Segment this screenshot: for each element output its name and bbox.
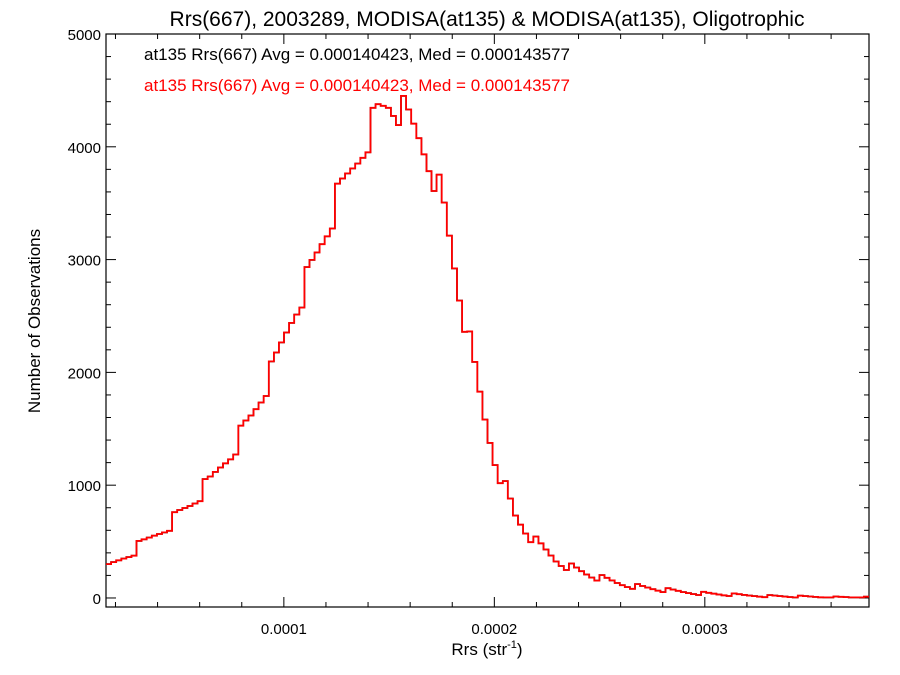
- x-axis-label: Rrs (str-1): [451, 639, 522, 659]
- x-axis-label-superscript: -1: [507, 639, 517, 651]
- axis-tick-labels: 0.0001 0.0002 0.0003 0 1000 2000 3000 4000 5000: [68, 27, 728, 638]
- series-black-histogram: [106, 95, 869, 599]
- y-tick-label: 4000: [68, 140, 101, 157]
- y-tick-label: 3000: [68, 253, 101, 270]
- y-tick-label: 2000: [68, 365, 101, 382]
- x-tick-label: 0.0001: [261, 621, 307, 638]
- x-axis-label-close: ): [517, 640, 523, 659]
- y-tick-label: 0: [93, 591, 101, 608]
- y-tick-label: 5000: [68, 27, 101, 44]
- plot-frame: [105, 33, 870, 608]
- annotation-red: at135 Rrs(667) Avg = 0.000140423, Med = …: [144, 76, 570, 95]
- series-layer: [106, 95, 869, 599]
- axis-ticks: [106, 33, 869, 607]
- x-axis-label-main: Rrs (str: [451, 640, 507, 659]
- x-tick-label: 0.0002: [471, 621, 517, 638]
- y-axis-label: Number of Observations: [25, 229, 44, 413]
- annotation-black: at135 Rrs(667) Avg = 0.000140423, Med = …: [144, 45, 570, 64]
- chart-title: Rrs(667), 2003289, MODISA(at135) & MODIS…: [170, 8, 805, 31]
- series-red-histogram: [106, 95, 869, 599]
- x-tick-label: 0.0003: [682, 621, 728, 638]
- plot-area: 0.0001 0.0002 0.0003 0 1000 2000 3000 4000 5000: [68, 27, 870, 638]
- y-tick-label: 1000: [68, 478, 101, 495]
